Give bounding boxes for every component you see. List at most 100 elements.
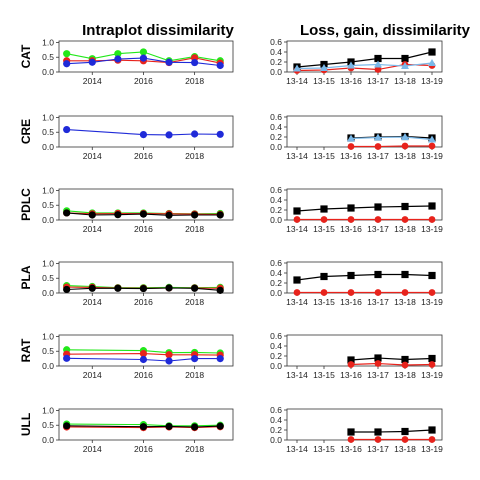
data-point bbox=[63, 422, 71, 430]
row-label: CAT bbox=[19, 44, 33, 68]
panel-left-ull: ULL 0.0 0.5 1.0 2014 2016 2018 bbox=[19, 405, 234, 454]
row-label: PDLC bbox=[19, 188, 33, 221]
data-point bbox=[320, 272, 328, 281]
y-tick-label: 1.0 bbox=[42, 258, 54, 268]
data-point bbox=[88, 58, 96, 66]
panel-left-pla: PLA 0.0 0.5 1.0 2014 2016 2018 bbox=[19, 258, 234, 307]
x-tick-label: 2018 bbox=[185, 151, 204, 161]
y-tick-label: 0.0 bbox=[42, 67, 54, 77]
data-point bbox=[428, 289, 436, 296]
series-red bbox=[293, 289, 436, 296]
panel-right-pdlc: 0.00.20.40.6 13-14 13-15 13-16 13-17 13-18 13-… bbox=[270, 185, 443, 234]
data-point bbox=[191, 130, 199, 138]
data-point bbox=[165, 351, 173, 359]
data-point bbox=[320, 289, 328, 296]
series-line bbox=[351, 429, 433, 433]
x-tick-label: 13-17 bbox=[367, 444, 389, 454]
data-point bbox=[139, 350, 148, 358]
x-tick-label: 13-19 bbox=[421, 76, 443, 86]
panels: CAT 0.0 0.5 1.0 2014 2016 2018 CRE 0.0 0.5 1.0 2014… bbox=[19, 37, 443, 454]
x-tick-label: 13-16 bbox=[340, 76, 362, 86]
data-point bbox=[401, 361, 409, 369]
panel-frame bbox=[58, 188, 234, 221]
data-point bbox=[216, 211, 224, 219]
data-point bbox=[320, 205, 328, 213]
panel-right-rat: 0.00.20.40.6 13-14 13-15 13-16 13-17 13-18 13-… bbox=[270, 331, 443, 380]
data-point bbox=[165, 58, 173, 66]
y-tick-label: 0.6 bbox=[270, 405, 282, 415]
data-point bbox=[347, 289, 355, 296]
x-tick-label: 13-18 bbox=[394, 370, 416, 380]
data-point bbox=[114, 50, 122, 58]
series-black bbox=[63, 209, 224, 219]
data-point bbox=[165, 211, 173, 219]
panel-left-pdlc: PDLC 0.0 0.5 1.0 2014 2016 2018 bbox=[19, 185, 234, 234]
data-point bbox=[114, 211, 122, 219]
series-black bbox=[293, 202, 436, 215]
data-point bbox=[347, 428, 355, 436]
data-point bbox=[374, 270, 382, 279]
data-point bbox=[374, 66, 382, 73]
data-point bbox=[428, 135, 436, 143]
series-black bbox=[293, 270, 436, 284]
panel-right-ull: 0.00.20.40.6 13-14 13-15 13-16 13-17 13-18 13-… bbox=[270, 405, 443, 454]
series-line bbox=[296, 273, 433, 281]
data-point bbox=[216, 61, 224, 70]
x-tick-label: 13-17 bbox=[367, 76, 389, 86]
y-tick-label: 0.0 bbox=[42, 361, 54, 371]
x-tick-label: 2014 bbox=[83, 151, 102, 161]
x-tick-label: 13-15 bbox=[313, 224, 335, 234]
y-tick-label: 0.6 bbox=[270, 112, 282, 122]
x-tick-label: 13-18 bbox=[394, 444, 416, 454]
y-tick-label: 0.0 bbox=[42, 288, 54, 298]
data-point bbox=[63, 50, 71, 58]
data-point bbox=[374, 354, 382, 362]
panel-right-pla: 0.00.20.40.6 13-14 13-15 13-16 13-17 13-18 13-… bbox=[270, 258, 443, 307]
data-point bbox=[374, 428, 382, 436]
x-tick-label: 2018 bbox=[185, 370, 204, 380]
data-point bbox=[401, 289, 409, 296]
x-tick-label: 13-16 bbox=[340, 151, 362, 161]
y-tick-label: 0.5 bbox=[42, 127, 54, 137]
data-point bbox=[401, 216, 409, 223]
x-tick-label: 13-18 bbox=[394, 224, 416, 234]
right-column-title: Loss, gain, dissimilarity bbox=[300, 22, 471, 39]
x-tick-label: 13-17 bbox=[367, 297, 389, 307]
row-label: PLA bbox=[19, 265, 33, 289]
data-point bbox=[293, 207, 301, 215]
x-tick-label: 13-19 bbox=[421, 151, 443, 161]
y-tick-label: 0.2 bbox=[270, 278, 282, 288]
x-tick-label: 13-18 bbox=[394, 297, 416, 307]
y-tick-label: 0.0 bbox=[270, 435, 282, 445]
x-tick-label: 2016 bbox=[134, 151, 153, 161]
series-line bbox=[296, 205, 433, 212]
data-point bbox=[347, 61, 355, 69]
x-tick-label: 13-15 bbox=[313, 76, 335, 86]
panel-right-cre: 0.00.20.40.6 13-14 13-15 13-16 13-17 13-18 13-… bbox=[270, 112, 443, 161]
left-column-title: Intraplot dissimilarity bbox=[82, 22, 234, 39]
series-red bbox=[347, 142, 436, 150]
x-tick-label: 13-19 bbox=[421, 224, 443, 234]
y-tick-label: 1.0 bbox=[42, 185, 54, 195]
series-blue bbox=[63, 125, 224, 139]
data-point bbox=[293, 289, 301, 296]
y-tick-label: 1.0 bbox=[42, 37, 54, 47]
series-line bbox=[296, 62, 433, 70]
data-point bbox=[63, 354, 71, 362]
data-point bbox=[139, 423, 148, 431]
data-point bbox=[347, 216, 355, 223]
data-point bbox=[428, 436, 436, 443]
y-tick-label: 0.4 bbox=[270, 268, 282, 278]
data-point bbox=[374, 143, 382, 150]
data-point bbox=[139, 131, 148, 139]
data-point bbox=[401, 62, 409, 69]
y-tick-label: 0.2 bbox=[270, 351, 282, 361]
data-point bbox=[428, 361, 436, 368]
x-tick-label: 13-14 bbox=[286, 76, 308, 86]
data-point bbox=[428, 271, 436, 280]
data-point bbox=[320, 216, 328, 223]
x-tick-label: 13-19 bbox=[421, 370, 443, 380]
y-tick-label: 0.5 bbox=[42, 420, 54, 430]
y-tick-label: 0.5 bbox=[42, 273, 54, 283]
